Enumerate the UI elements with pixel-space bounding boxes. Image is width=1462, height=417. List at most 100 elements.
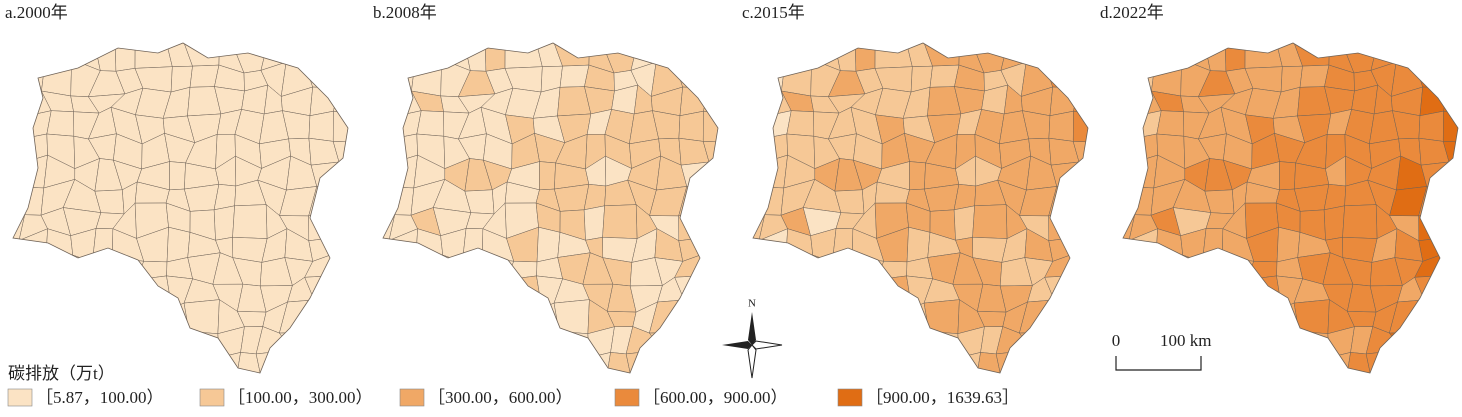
county: [756, 154, 788, 189]
county: [708, 60, 718, 91]
county: [1293, 18, 1329, 42]
county: [683, 299, 704, 333]
county: [383, 258, 395, 288]
county: [808, 323, 842, 353]
county: [386, 62, 416, 92]
county: [1123, 43, 1131, 47]
county: [1129, 43, 1156, 71]
county: [383, 68, 400, 90]
county: [1078, 157, 1088, 192]
county: [781, 43, 812, 46]
county: [1202, 257, 1235, 281]
county: [1074, 374, 1096, 402]
county: [338, 60, 348, 91]
county: [383, 302, 396, 336]
county: [1123, 258, 1135, 288]
county: [1295, 374, 1325, 402]
county: [356, 186, 382, 210]
county: [779, 280, 818, 303]
county: [1294, 347, 1330, 373]
county: [87, 43, 124, 47]
county: [753, 109, 767, 141]
county: [1251, 351, 1283, 373]
county: [88, 323, 119, 353]
county: [1444, 374, 1462, 402]
county: [282, 349, 317, 373]
county: [721, 109, 752, 142]
county: [383, 186, 396, 215]
county: [1151, 59, 1182, 97]
county: [1028, 43, 1054, 47]
legend-swatch: [837, 388, 863, 407]
county: [411, 43, 442, 63]
county: [929, 64, 960, 88]
county: [41, 43, 72, 46]
county: [15, 257, 47, 288]
county: [998, 18, 1032, 39]
county: [1225, 324, 1252, 360]
county: [438, 323, 472, 353]
county: [1078, 60, 1088, 91]
county: [41, 59, 72, 97]
county: [1025, 43, 1054, 63]
county: [1123, 154, 1137, 189]
county: [1091, 109, 1122, 142]
county: [312, 325, 339, 360]
county: [285, 43, 314, 63]
county: [1098, 90, 1122, 114]
county: [1448, 157, 1458, 192]
county: [723, 46, 752, 67]
county: [837, 309, 863, 330]
county: [504, 43, 538, 46]
legend-swatch: [7, 388, 33, 407]
county: [1298, 331, 1330, 358]
county: [753, 43, 761, 47]
county: [909, 161, 926, 191]
county: [1221, 348, 1254, 373]
county: [1392, 377, 1427, 402]
county: [68, 254, 97, 282]
county: [356, 64, 382, 90]
county: [258, 18, 292, 39]
county: [951, 352, 981, 373]
county: [136, 324, 170, 360]
county: [928, 331, 960, 358]
county: [1199, 370, 1224, 373]
panel-title: a.2000年: [5, 3, 68, 22]
panel-title: c.2015年: [742, 3, 805, 22]
county: [753, 137, 767, 163]
county: [1096, 357, 1122, 378]
county: [534, 330, 564, 353]
county: [905, 43, 930, 46]
county: [235, 352, 262, 373]
legend-label: ［300.00，600.00）: [428, 388, 573, 407]
county: [356, 231, 382, 264]
county: [832, 257, 865, 281]
county: [383, 327, 395, 360]
county: [1225, 43, 1246, 72]
county: [166, 226, 191, 263]
county: [1078, 43, 1088, 68]
county: [169, 161, 186, 191]
county: [1123, 88, 1127, 119]
county: [491, 279, 511, 311]
county: [13, 88, 17, 119]
county: [118, 302, 142, 330]
county: [787, 375, 810, 402]
county: [14, 43, 46, 46]
county: [1176, 370, 1201, 373]
county: [1244, 43, 1283, 69]
county: [758, 298, 789, 336]
county: [1133, 346, 1163, 373]
county: [923, 299, 960, 334]
county: [332, 110, 348, 143]
county: [1178, 274, 1209, 311]
county: [436, 351, 461, 373]
county: [763, 346, 793, 373]
county: [331, 43, 348, 47]
county: [698, 325, 718, 360]
county: [421, 346, 440, 373]
county: [213, 43, 236, 44]
county: [995, 349, 1033, 373]
north-arrow: N: [722, 298, 783, 379]
